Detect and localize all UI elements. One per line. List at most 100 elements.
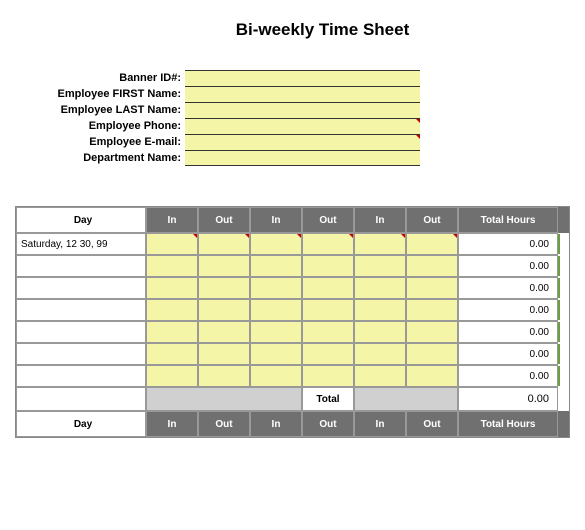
info-row: Employee E-mail:: [25, 134, 570, 150]
comment-marker-icon: [349, 234, 353, 238]
page-title: Bi-weekly Time Sheet: [75, 20, 570, 40]
table-header-row: DayInOutInOutInOutTotal Hours: [16, 207, 569, 233]
comment-marker-icon: [401, 234, 405, 238]
header-day: Day: [16, 207, 146, 233]
cell-out[interactable]: [406, 277, 458, 299]
cell-in[interactable]: [354, 299, 406, 321]
cell-out[interactable]: [198, 299, 250, 321]
edge-marker-icon: [558, 300, 560, 320]
cell-out[interactable]: [302, 365, 354, 387]
cell-in[interactable]: [250, 343, 302, 365]
comment-marker-icon: [297, 234, 301, 238]
info-row: Employee LAST Name:: [25, 102, 570, 118]
cell-out[interactable]: [406, 255, 458, 277]
cell-in[interactable]: [250, 299, 302, 321]
cell-out[interactable]: [302, 233, 354, 255]
cell-total: 0.00: [458, 321, 558, 343]
total-value: 0.00: [458, 387, 558, 411]
info-input[interactable]: [185, 118, 420, 134]
cell-total: 0.00: [458, 255, 558, 277]
table-row: 0.00: [16, 365, 569, 387]
cell-day[interactable]: [16, 365, 146, 387]
header-in: In: [146, 411, 198, 437]
cell-out[interactable]: [406, 365, 458, 387]
cell-in[interactable]: [354, 343, 406, 365]
edge-marker-icon: [558, 278, 560, 298]
header-out: Out: [302, 207, 354, 233]
cell-in[interactable]: [250, 255, 302, 277]
cell-out[interactable]: [302, 277, 354, 299]
cell-day[interactable]: [16, 299, 146, 321]
info-row: Department Name:: [25, 150, 570, 166]
cell-total: 0.00: [458, 365, 558, 387]
total-spacer: [146, 387, 302, 411]
cell-out[interactable]: [198, 343, 250, 365]
cell-out[interactable]: [406, 233, 458, 255]
info-label: Employee LAST Name:: [25, 104, 185, 116]
cell-in[interactable]: [250, 277, 302, 299]
cell-in[interactable]: [354, 233, 406, 255]
cell-in[interactable]: [146, 233, 198, 255]
table-row: 0.00: [16, 343, 569, 365]
cell-total: 0.00: [458, 343, 558, 365]
info-row: Banner ID#:: [25, 70, 570, 86]
cell-in[interactable]: [146, 321, 198, 343]
info-input[interactable]: [185, 134, 420, 150]
info-input[interactable]: [185, 102, 420, 118]
cell-out[interactable]: [198, 365, 250, 387]
employee-info-section: Banner ID#: Employee FIRST Name: Employee …: [25, 70, 570, 166]
cell-out[interactable]: [406, 321, 458, 343]
info-label: Employee FIRST Name:: [25, 88, 185, 100]
total-spacer: [354, 387, 458, 411]
info-input[interactable]: [185, 86, 420, 102]
cell-out[interactable]: [198, 277, 250, 299]
info-input[interactable]: [185, 70, 420, 86]
header-out: Out: [406, 207, 458, 233]
info-input[interactable]: [185, 150, 420, 166]
header-total: Total Hours: [458, 207, 558, 233]
table-row: 0.00: [16, 321, 569, 343]
table-row: 0.00: [16, 299, 569, 321]
header-out: Out: [302, 411, 354, 437]
header-total: Total Hours: [458, 411, 558, 437]
cell-in[interactable]: [146, 365, 198, 387]
cell-in[interactable]: [146, 299, 198, 321]
cell-out[interactable]: [302, 343, 354, 365]
cell-out[interactable]: [198, 233, 250, 255]
header-in: In: [250, 207, 302, 233]
cell-in[interactable]: [146, 343, 198, 365]
cell-in[interactable]: [250, 233, 302, 255]
cell-in[interactable]: [354, 321, 406, 343]
cell-day[interactable]: Saturday, 12 30, 99: [16, 233, 146, 255]
cell-in[interactable]: [250, 365, 302, 387]
cell-day[interactable]: [16, 277, 146, 299]
cell-day[interactable]: [16, 343, 146, 365]
cell-in[interactable]: [354, 277, 406, 299]
edge-marker-icon: [558, 366, 560, 386]
info-label: Banner ID#:: [25, 72, 185, 84]
comment-marker-icon: [193, 234, 197, 238]
cell-in[interactable]: [146, 277, 198, 299]
info-label: Employee Phone:: [25, 120, 185, 132]
cell-in[interactable]: [146, 255, 198, 277]
cell-out[interactable]: [198, 255, 250, 277]
info-row: Employee Phone:: [25, 118, 570, 134]
cell-total: 0.00: [458, 277, 558, 299]
cell-in[interactable]: [354, 255, 406, 277]
comment-marker-icon: [416, 135, 420, 139]
cell-out[interactable]: [406, 299, 458, 321]
comment-marker-icon: [245, 234, 249, 238]
cell-out[interactable]: [406, 343, 458, 365]
cell-out[interactable]: [302, 255, 354, 277]
cell-out[interactable]: [302, 321, 354, 343]
cell-in[interactable]: [354, 365, 406, 387]
timesheet-table: DayInOutInOutInOutTotal HoursSaturday, 1…: [15, 206, 570, 438]
cell-day[interactable]: [16, 255, 146, 277]
cell-day[interactable]: [16, 321, 146, 343]
comment-marker-icon: [416, 119, 420, 123]
table-row: Saturday, 12 30, 990.00: [16, 233, 569, 255]
info-label: Employee E-mail:: [25, 136, 185, 148]
cell-out[interactable]: [198, 321, 250, 343]
cell-out[interactable]: [302, 299, 354, 321]
cell-in[interactable]: [250, 321, 302, 343]
